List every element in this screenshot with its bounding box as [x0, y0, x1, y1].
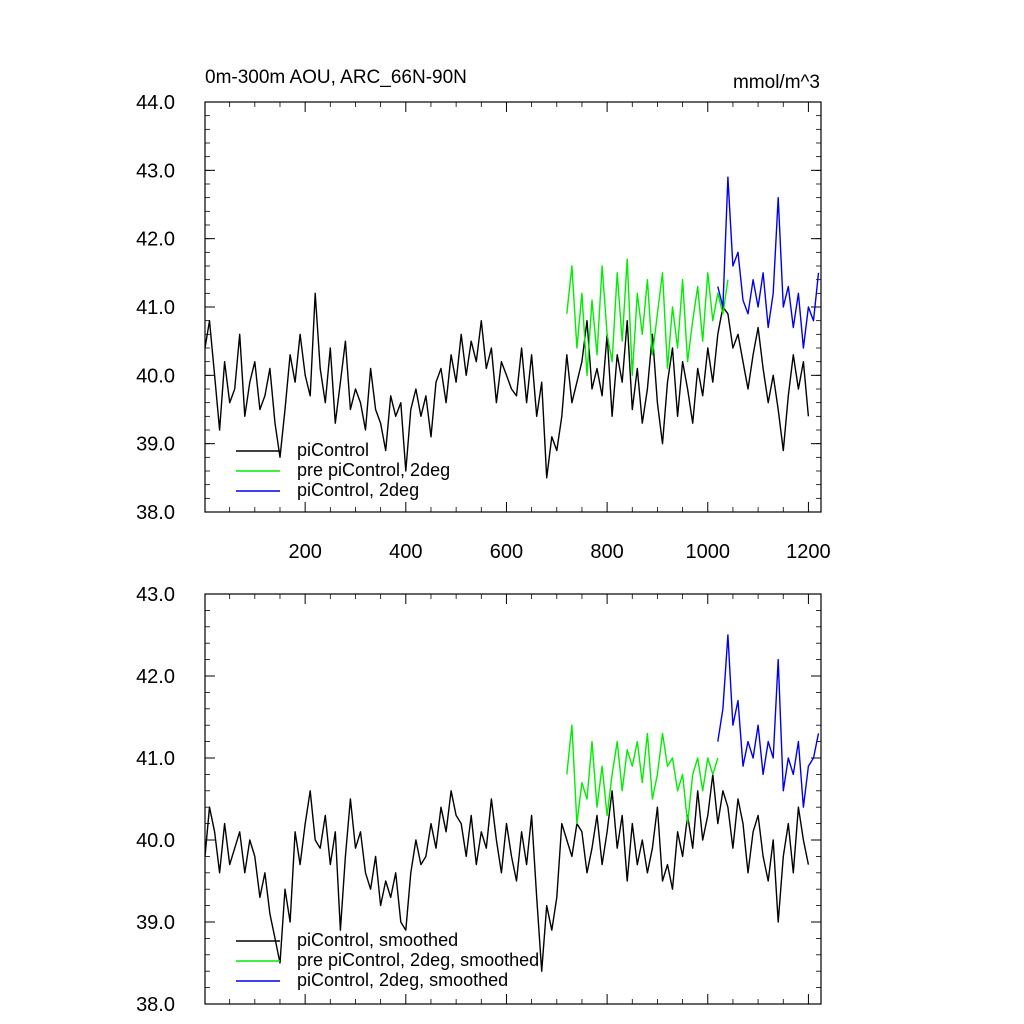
top-panel-title: 0m-300m AOU, ARC_66N-90N: [205, 67, 467, 88]
top-panel-x-tick-label: 800: [590, 541, 623, 563]
top-panel-series-line-2: [566, 258, 729, 376]
top-panel-legend-label: piControl, 2deg: [297, 480, 419, 500]
top-panel-y-tick-label: 40.0: [136, 365, 175, 387]
bottom-panel: 38.0 39.0 40.0 41.0 42.0 43.0 piControl, smoo…: [136, 584, 822, 1016]
top-panel-legend-label: pre piControl, 2deg: [297, 460, 450, 480]
top-panel-series-line-3: [717, 176, 820, 349]
bottom-panel-frame: [204, 593, 822, 1005]
top-panel-x-tick-label: 400: [389, 541, 422, 563]
top-panel-units: mmol/m^3: [733, 72, 820, 93]
bottom-panel-series-line-3: [717, 634, 820, 808]
top-panel-x-tick-label: 600: [490, 541, 523, 563]
top-panel-y-tick-label: 41.0: [136, 297, 175, 319]
bottom-panel-ticks: [205, 593, 821, 1005]
bottom-panel-series-line-1: [204, 773, 810, 972]
top-panel-ticks: [205, 101, 821, 513]
top-panel-y-tick-label: 38.0: [136, 502, 175, 524]
top-panel-x-tick-label: 1200: [786, 541, 831, 563]
top-panel-x-tick-labels: 200 400 600 800 1000 1200: [288, 541, 830, 563]
bottom-panel-y-tick-label: 39.0: [136, 912, 175, 934]
top-panel-y-tick-label: 43.0: [136, 160, 175, 182]
top-panel-y-tick-label: 39.0: [136, 434, 175, 456]
bottom-panel-legend-label: piControl, smoothed: [297, 930, 458, 950]
top-panel-legend-label: piControl: [297, 440, 369, 460]
bottom-panel-series-line-2: [566, 724, 719, 825]
top-panel-x-tick-label: 200: [288, 541, 321, 563]
top-panel-x-tick-label: 1000: [686, 541, 731, 563]
bottom-panel-y-tick-label: 42.0: [136, 666, 175, 688]
top-panel-series: [204, 176, 820, 479]
top-panel-y-tick-label: 44.0: [136, 92, 175, 114]
bottom-panel-y-tick-label: 38.0: [136, 994, 175, 1016]
top-panel: 0m-300m AOU, ARC_66N-90N mmol/m^3 38.0 39…: [136, 67, 831, 563]
top-panel-series-line-1: [204, 292, 810, 479]
top-panel-y-tick-labels: 38.0 39.0 40.0 41.0 42.0 43.0 44.0: [136, 92, 175, 524]
bottom-panel-y-tick-label: 41.0: [136, 748, 175, 770]
bottom-panel-legend-label: pre piControl, 2deg, smoothed: [297, 950, 539, 970]
bottom-panel-y-tick-labels: 38.0 39.0 40.0 41.0 42.0 43.0: [136, 584, 175, 1016]
top-panel-y-tick-label: 42.0: [136, 229, 175, 251]
bottom-panel-series: [204, 634, 820, 972]
bottom-panel-legend-label: piControl, 2deg, smoothed: [297, 970, 508, 990]
bottom-panel-y-tick-label: 43.0: [136, 584, 175, 606]
bottom-panel-y-tick-label: 40.0: [136, 830, 175, 852]
